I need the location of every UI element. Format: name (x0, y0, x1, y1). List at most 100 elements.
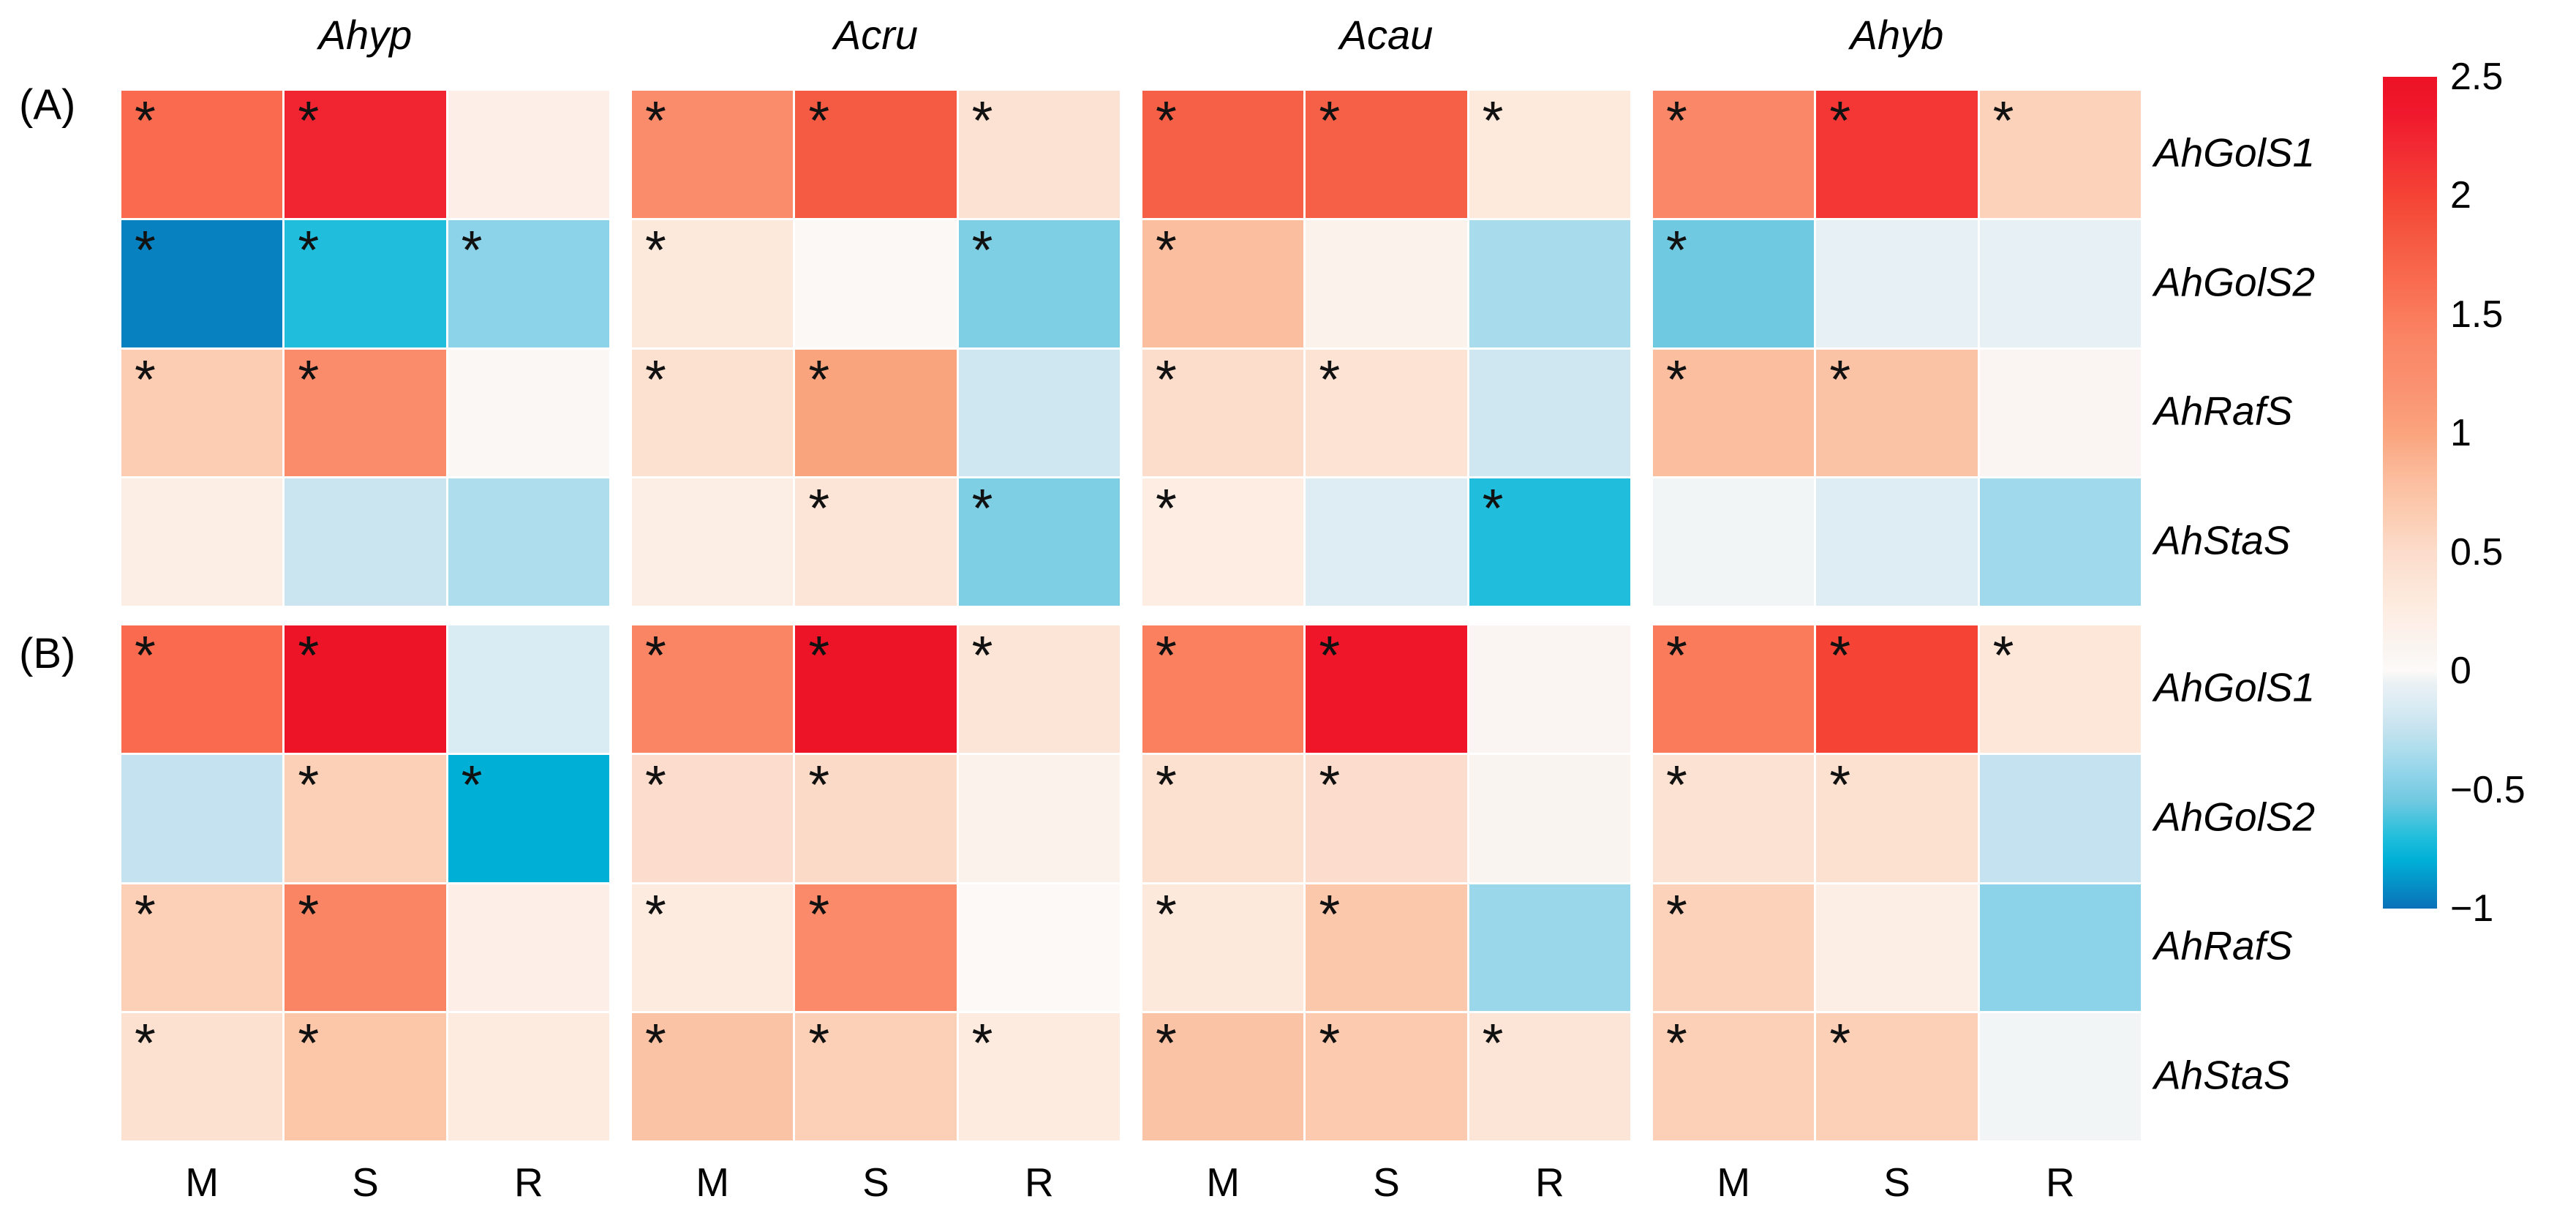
column-group-title: Ahyb (1850, 12, 1944, 58)
significance-asterisk: * (1156, 219, 1177, 280)
colorbar-tick-label: 2.5 (2450, 56, 2504, 98)
significance-asterisk: * (298, 1012, 320, 1074)
heatmap-cell: * (121, 883, 283, 1012)
significance-asterisk: * (1319, 90, 1341, 151)
heatmap-cell (1469, 884, 1630, 1012)
significance-asterisk: * (808, 1012, 830, 1074)
heatmap-cell (1306, 219, 1467, 347)
heatmap-cell: * (1653, 884, 1815, 1012)
x-axis-label: M (1717, 1159, 1751, 1205)
heatmap-cell (1979, 478, 2141, 606)
heatmap-cell: * (1142, 219, 1304, 347)
heatmap-cell: * (958, 219, 1120, 347)
significance-asterisk: * (1156, 478, 1177, 539)
significance-asterisk: * (135, 219, 156, 280)
heatmap-cell: * (1142, 90, 1304, 218)
panel-label-a: (A) (19, 81, 76, 129)
significance-asterisk: * (1992, 625, 2014, 685)
heatmap-cell: * (795, 883, 957, 1012)
significance-asterisk: * (1829, 1012, 1851, 1074)
heatmap-cell (1816, 219, 1978, 347)
heatmap-cell (1469, 625, 1630, 753)
heatmap-cell: * (1816, 349, 1978, 477)
heatmap-cell: * (1142, 625, 1304, 753)
heatmap-cell: * (1979, 90, 2141, 218)
heatmap-cell (1979, 1013, 2141, 1140)
heatmap-cell: * (1142, 754, 1304, 882)
significance-asterisk: * (1829, 90, 1851, 151)
heatmap-cell: * (1142, 478, 1304, 606)
heatmap-cell: * (1653, 348, 1815, 477)
significance-asterisk: * (1666, 90, 1687, 151)
heatmap-cell: * (1469, 1013, 1630, 1140)
heatmap-cell (958, 754, 1120, 882)
significance-asterisk: * (135, 1012, 156, 1074)
significance-asterisk: * (1156, 1012, 1177, 1074)
heatmap-cell: * (1306, 754, 1467, 882)
significance-asterisk: * (1156, 625, 1177, 685)
heatmap-cell (448, 478, 609, 606)
heatmap-cell (958, 884, 1120, 1012)
heatmap-cell (448, 349, 609, 477)
significance-asterisk: * (298, 753, 320, 815)
significance-asterisk: * (1482, 478, 1504, 539)
significance-asterisk: * (971, 219, 993, 280)
heatmap-cell: * (958, 91, 1120, 218)
column-group-title: Ahyp (318, 12, 413, 58)
significance-asterisk: * (645, 753, 666, 815)
heatmap-cell (1979, 219, 2141, 347)
heatmap-cell: * (285, 90, 446, 218)
colorbar-tick-label: 2 (2450, 174, 2471, 217)
heatmap-cell: * (632, 753, 794, 882)
heatmap-cell: * (285, 625, 446, 753)
colorbar-tick-label: 1.5 (2450, 293, 2504, 336)
significance-asterisk: * (971, 1012, 993, 1074)
significance-asterisk: * (808, 883, 830, 944)
heatmap-cell (285, 478, 446, 606)
heatmap-cell: * (632, 625, 794, 753)
x-axis-label: S (1373, 1159, 1400, 1205)
heatmap-cell: * (121, 91, 283, 218)
significance-asterisk: * (808, 753, 830, 815)
heatmap-cell (448, 91, 609, 218)
row-label: AhStaS (2154, 1052, 2291, 1098)
significance-asterisk: * (1319, 348, 1341, 410)
heatmap-cell: * (1816, 625, 1978, 753)
heatmap-cell: * (1816, 90, 1978, 218)
heatmap-cell: * (121, 219, 283, 347)
significance-asterisk: * (645, 1012, 666, 1074)
significance-asterisk: * (135, 625, 156, 685)
x-axis-label: S (862, 1159, 889, 1205)
significance-asterisk: * (1482, 90, 1504, 151)
row-label: AhStaS (2154, 517, 2291, 563)
significance-asterisk: * (1156, 90, 1177, 151)
significance-asterisk: * (1319, 1012, 1341, 1074)
heatmap-cell: * (1653, 1012, 1815, 1140)
x-axis-label: S (352, 1159, 379, 1205)
significance-asterisk: * (1666, 348, 1687, 410)
heatmap-cell: * (121, 1012, 283, 1140)
significance-asterisk: * (298, 90, 320, 151)
x-axis-label: R (513, 1159, 543, 1205)
significance-asterisk: * (135, 883, 156, 944)
heatmap-cell (448, 884, 609, 1012)
heatmap-cell: * (958, 478, 1120, 606)
heatmap-cell: * (285, 883, 446, 1012)
x-axis-label: S (1883, 1159, 1910, 1205)
significance-asterisk: * (298, 625, 320, 685)
significance-asterisk: * (298, 883, 320, 944)
heatmap-block-a-acau: * * * * * * * * (1142, 91, 1630, 606)
x-axis-label: M (1206, 1159, 1240, 1205)
heatmap-cell (1979, 884, 2141, 1012)
significance-asterisk: * (1992, 90, 2014, 151)
heatmap-cell (1469, 754, 1630, 882)
significance-asterisk: * (645, 219, 666, 280)
significance-asterisk: * (461, 753, 483, 815)
significance-asterisk: * (645, 625, 666, 685)
row-label: AhGolS2 (2154, 794, 2316, 840)
significance-asterisk: * (1666, 1012, 1687, 1074)
heatmap-cell: * (1653, 90, 1815, 218)
panel-label-b: (B) (19, 630, 76, 677)
significance-asterisk: * (298, 219, 320, 280)
